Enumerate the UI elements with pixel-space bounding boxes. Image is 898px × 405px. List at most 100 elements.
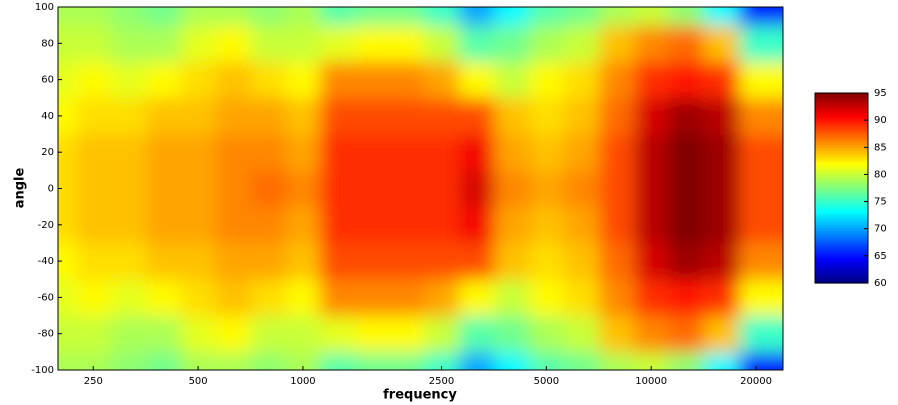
heat-cell	[251, 97, 287, 135]
y-tick-label: -20	[38, 220, 54, 231]
heat-cell	[355, 206, 392, 244]
heat-cell	[599, 97, 635, 135]
heat-cell	[110, 351, 147, 370]
heat-cell	[215, 61, 252, 99]
heat-cell	[563, 206, 600, 244]
colorbar-swatch	[815, 127, 868, 130]
colorbar-swatch	[815, 125, 868, 128]
heat-cell	[355, 170, 392, 208]
heat-cell	[286, 351, 321, 370]
heat-cell	[76, 7, 112, 26]
heat-cell	[319, 315, 356, 353]
x-tick-label: 1000	[290, 376, 315, 387]
colorbar-swatch	[815, 179, 868, 182]
colorbar-swatch	[815, 195, 868, 198]
heat-cell	[355, 134, 392, 171]
heat-cell	[739, 7, 783, 26]
colorbar-tick-label: 80	[874, 169, 887, 180]
colorbar-swatch	[815, 207, 868, 210]
heat-cell	[634, 61, 669, 99]
y-tick-label: -60	[38, 292, 54, 303]
heat-cell	[215, 315, 252, 353]
heat-cell	[739, 279, 783, 317]
heat-cell	[215, 25, 252, 62]
x-tick-label: 20000	[740, 376, 772, 387]
heat-cell	[459, 7, 496, 26]
heat-cell	[668, 351, 705, 370]
heat-cell	[739, 242, 783, 280]
colorbar-swatch	[815, 219, 868, 222]
colorbar-swatch	[815, 93, 868, 96]
colorbar-swatch	[815, 185, 868, 188]
heat-cell	[390, 7, 426, 26]
heat-cell	[529, 97, 565, 135]
x-tick-label: 2500	[429, 376, 454, 387]
colorbar-swatch	[815, 209, 868, 212]
colorbar-swatch	[815, 111, 868, 114]
colorbar-swatch	[815, 271, 868, 274]
heat-cell	[146, 315, 182, 353]
colorbar-tick-label: 60	[874, 278, 887, 289]
heat-cell	[634, 315, 669, 353]
heat-cell	[634, 242, 669, 280]
heat-cell	[110, 61, 147, 99]
heat-cell	[703, 242, 740, 280]
colorbar-swatch	[815, 243, 868, 246]
colorbar-swatch	[815, 139, 868, 142]
heat-cell	[563, 351, 600, 370]
y-tick-label: -40	[38, 256, 54, 267]
colorbar-swatch	[815, 95, 868, 98]
heat-cell	[215, 206, 252, 244]
colorbar-swatch	[815, 171, 868, 174]
colorbar-swatch	[815, 133, 868, 136]
heat-cell	[390, 279, 426, 317]
heat-cell	[146, 134, 182, 171]
heat-cell	[286, 25, 321, 62]
colorbar-swatch	[815, 169, 868, 172]
colorbar-swatch	[815, 141, 868, 144]
heat-cell	[110, 315, 147, 353]
colorbar-swatch	[815, 189, 868, 192]
heat-cell	[703, 7, 740, 26]
heat-cell	[424, 351, 460, 370]
heat-cell	[251, 315, 287, 353]
heat-cell	[146, 7, 182, 26]
heat-cell	[739, 97, 783, 135]
heat-cell	[703, 351, 740, 370]
y-tick-label: 60	[41, 75, 54, 86]
heat-cell	[76, 315, 112, 353]
colorbar-swatch	[815, 201, 868, 204]
heat-cell	[494, 351, 531, 370]
heat-cell	[58, 134, 77, 171]
y-tick-label: -100	[31, 365, 54, 376]
colorbar-swatch	[815, 123, 868, 126]
heat-cell	[668, 170, 705, 208]
heat-cell	[76, 61, 112, 99]
heat-cell	[286, 315, 321, 353]
colorbar-swatch	[815, 191, 868, 194]
heat-cell	[529, 170, 565, 208]
heat-cell	[703, 170, 740, 208]
heat-cell	[58, 7, 77, 26]
heat-cell	[146, 25, 182, 62]
colorbar-swatch	[815, 233, 868, 236]
heat-cell	[494, 25, 531, 62]
x-tick-label: 10000	[635, 376, 667, 387]
colorbar-swatch	[815, 273, 868, 276]
colorbar-swatch	[815, 277, 868, 280]
heat-cell	[703, 61, 740, 99]
axes: 250 500 1000 2500 5000 10000 20000-100-80-60-4…	[31, 2, 886, 387]
colorbar-tick-label: 85	[874, 142, 887, 153]
heat-cell	[529, 242, 565, 280]
heat-cell	[739, 170, 783, 208]
heat-cell	[739, 134, 783, 171]
colorbar-swatch	[815, 203, 868, 206]
heat-cell	[494, 242, 531, 280]
colorbar-swatch	[815, 107, 868, 110]
heat-cell	[459, 61, 496, 99]
heat-cell	[390, 97, 426, 135]
heat-cell	[251, 61, 287, 99]
heat-cell	[739, 351, 783, 370]
heat-cell	[76, 206, 112, 244]
colorbar-swatch	[815, 113, 868, 116]
